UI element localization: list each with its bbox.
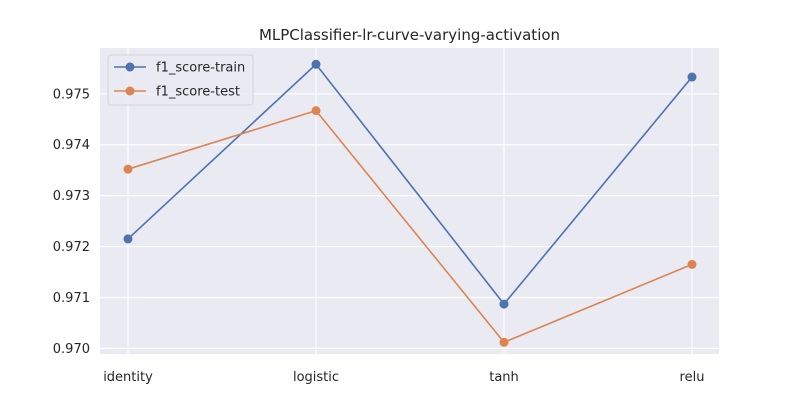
legend-label: f1_score-test [156,85,240,100]
legend-item: f1_score-test [114,85,240,100]
y-tick-label: 0.973 [53,189,90,204]
legend-item: f1_score-train [114,61,245,76]
data-point [123,234,133,244]
y-tick-label: 0.971 [53,291,90,306]
x-axis-tick-labels: identity logistic tanh relu [103,370,704,385]
y-tick-label: 0.975 [53,87,90,102]
x-tick-label: identity [103,370,153,385]
series-line [127,63,693,306]
data-point [311,59,321,69]
data-point [499,299,509,309]
y-tick-label: 0.970 [53,342,90,357]
data-point [687,72,697,82]
series-f1_score-train [123,59,697,309]
legend-label: f1_score-train [156,61,245,76]
x-tick-label: logistic [293,370,339,385]
x-tick-label: tanh [489,370,519,385]
y-tick-label: 0.974 [53,138,90,153]
y-tick-label: 0.972 [53,240,90,255]
y-axis-tick-labels: 0.970 0.971 0.972 0.973 0.974 0.975 [53,87,90,357]
data-point [123,164,133,174]
data-point [311,106,321,116]
data-point [687,259,697,269]
x-tick-label: relu [680,370,705,385]
legend: f1_score-train f1_score-test [107,54,254,106]
series-layer [123,59,697,347]
legend-marker [125,86,135,96]
data-point [499,337,509,347]
chart-title: MLPClassifier-lr-curve-varying-activatio… [259,26,560,44]
y-gridlines [100,93,719,349]
series-line [127,109,693,344]
legend-marker [125,62,135,72]
series-f1_score-test [123,106,697,347]
